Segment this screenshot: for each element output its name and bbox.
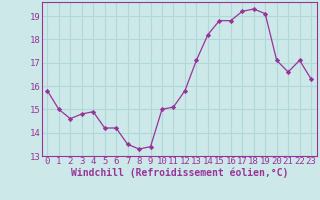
X-axis label: Windchill (Refroidissement éolien,°C): Windchill (Refroidissement éolien,°C) bbox=[70, 168, 288, 178]
